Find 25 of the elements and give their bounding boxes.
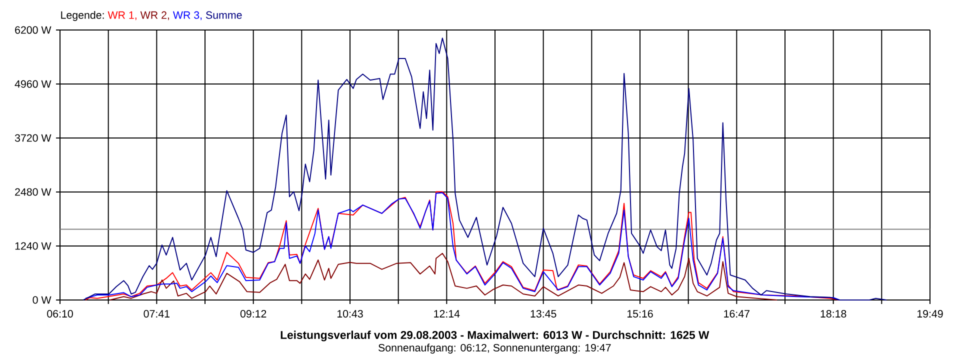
x-tick-label: 15:16 (627, 310, 653, 318)
x-tick-label: 06:10 (47, 310, 73, 318)
x-tick-label: 18:18 (820, 310, 846, 318)
y-tick-label: 0 W (32, 296, 52, 304)
text: Summe (206, 11, 242, 19)
line-series (109, 252, 778, 300)
x-tick-label: 13:45 (530, 310, 556, 318)
legend-title: Legende: (61, 11, 104, 21)
text: Leistungsverlauf vom 29.08.2003 - Maximalwert: 6013 W - Durchschnitt: 1625 W (280, 330, 710, 342)
x-tick-label: 16:47 (724, 310, 750, 318)
text: WR 3, (172, 11, 202, 20)
x-tick-label: 12:14 (434, 310, 460, 318)
text: WR 2, (140, 11, 169, 20)
x-tick-label: 07:41 (144, 310, 170, 318)
y-tick-label: 3720 W (14, 134, 52, 142)
line-series (82, 38, 887, 300)
x-tick-label: 19:49 (917, 310, 943, 318)
y-tick-label: 2480 W (15, 188, 52, 196)
x-tick-label: 10:43 (337, 310, 363, 318)
text: WR 1, (108, 11, 136, 20)
text: Sonnenaufgang: 06:12, Sonnenuntergang: 19:47 (378, 344, 611, 354)
y-tick-label: 1240 W (15, 242, 52, 250)
y-tick-label: 6200 W (15, 26, 52, 34)
y-tick-label: 4960 W (14, 80, 52, 88)
x-tick-label: 09:12 (240, 310, 266, 318)
